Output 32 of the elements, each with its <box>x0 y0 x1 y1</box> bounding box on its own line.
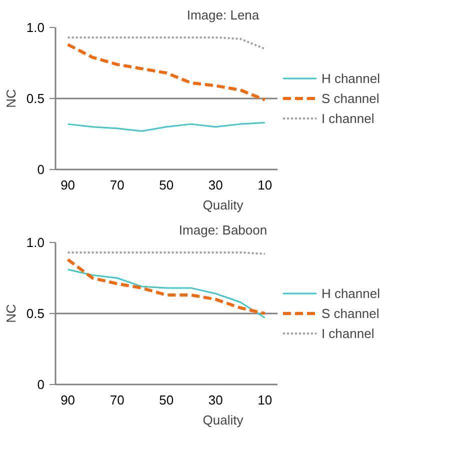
x-axis-title: Quality <box>202 198 244 212</box>
x-axis-title: Quality <box>202 412 244 428</box>
y-axis-title: NC <box>3 304 18 323</box>
x-tick-label: 70 <box>110 178 124 192</box>
y-tick-label: 0.5 <box>26 91 45 106</box>
chart-title: Image: Baboon <box>178 222 268 238</box>
legend-label: I channel <box>321 326 374 340</box>
x-tick-label: 90 <box>60 392 76 408</box>
x-tick-label: 90 <box>60 178 76 192</box>
y-tick-label: 1.0 <box>26 235 45 250</box>
x-tick-label: 50 <box>159 178 174 192</box>
y-tick-label: 0 <box>37 377 45 392</box>
x-tick-label: 30 <box>208 392 223 408</box>
x-tick-label: 50 <box>159 392 174 408</box>
y-tick-label: 1.0 <box>26 20 45 35</box>
chart-title: Image: Lena <box>186 8 260 22</box>
legend-label: S channel <box>321 90 380 106</box>
x-tick-label: 30 <box>208 178 223 192</box>
x-tick-label: 10 <box>258 178 272 192</box>
y-tick-label: 0.5 <box>26 306 45 321</box>
legend-label: H channel <box>321 70 380 86</box>
legend-label: S channel <box>321 306 380 320</box>
x-tick-label: 70 <box>110 392 124 408</box>
y-tick-label: 0 <box>37 162 45 177</box>
y-axis-title: NC <box>3 89 18 108</box>
legend-label: H channel <box>321 286 380 300</box>
line-series <box>67 268 266 319</box>
line-series <box>67 122 266 132</box>
x-tick-label: 10 <box>258 392 272 408</box>
line-series <box>66 258 266 315</box>
line-series <box>66 43 266 102</box>
legend-label: I channel <box>321 110 374 126</box>
